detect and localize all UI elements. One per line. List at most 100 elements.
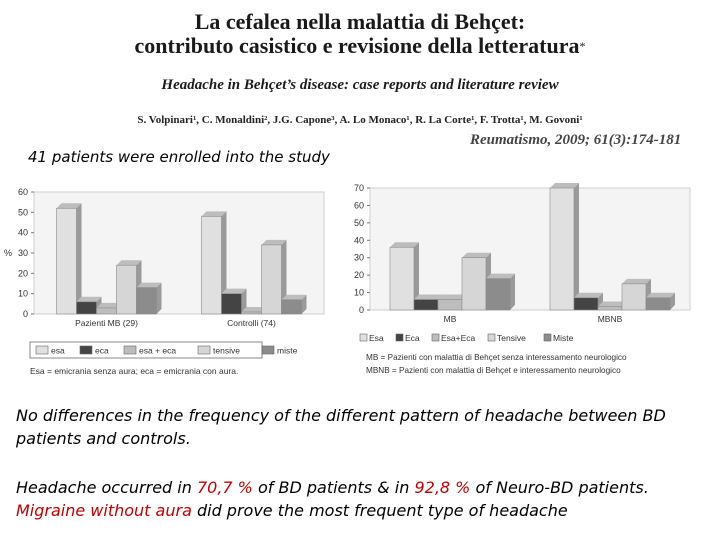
enrolled-patients-text: 41 patients were enrolled into the study	[28, 148, 330, 166]
chart-right-bar-side	[670, 292, 675, 310]
chart-right-bar-top	[486, 273, 515, 279]
chart-left-bar-side	[156, 282, 162, 314]
chart-right-bar-top	[438, 294, 467, 300]
chart-right-legend-label: Esa+Eca	[441, 333, 476, 343]
chart-left-ytick-label: 60	[18, 187, 28, 197]
chart-right-bar-top	[462, 252, 491, 258]
chart-right-bar-side	[414, 242, 419, 310]
chart-right-bar-top	[646, 292, 675, 298]
chart-left-bar-top	[201, 211, 227, 217]
chart-left-ylabel: %	[4, 248, 12, 258]
journal-citation: Reumatismo, 2009; 61(3):174-181	[470, 132, 682, 148]
chart-left-bar-esa-eca	[241, 311, 262, 315]
title-line-1: La cefalea nella malattia di Behçet:	[194, 9, 526, 34]
title-line-2-text: contributo casistico e revisione della l…	[134, 33, 580, 58]
chart-left-legend-label: esa + eca	[139, 346, 176, 356]
chart-right-bar-tensive	[461, 257, 487, 311]
chart-right-legend-swatch	[431, 333, 440, 342]
finding-pct-bd: 70,7 %	[196, 478, 253, 497]
chart-right-bar-esa	[389, 246, 415, 311]
chart-right-legend-swatch	[359, 333, 368, 342]
chart-right-bar-top	[574, 292, 603, 298]
chart-left-bar-esa-eca	[96, 307, 117, 315]
chart-left-bar-eca	[76, 301, 97, 315]
chart-right-bar-top	[550, 183, 579, 188]
finding-text-c: of Neuro-BD patients.	[470, 478, 649, 497]
chart-left-legend-label: eca	[95, 346, 109, 356]
chart-right-note-line1: MB = Pazienti con malattia di Behçet sen…	[366, 353, 627, 362]
chart-right-bar-esa	[549, 187, 575, 311]
chart-left-bar-top	[96, 302, 122, 308]
chart-left-bar-top	[241, 306, 267, 312]
chart-left-category-label: Pazienti MB (29)	[75, 318, 138, 328]
chart-left-bar-top	[136, 282, 162, 288]
chart-left-legend-label: tensive	[213, 346, 240, 356]
chart-left-bar-side	[301, 294, 307, 314]
chart-right-ytick-label: 40	[354, 235, 364, 245]
chart-left-ytick-label: 20	[18, 268, 28, 278]
finding-headache-occurrence: Headache occurred in 70,7 % of BD patien…	[16, 476, 716, 522]
chart-right-ytick-label: 20	[354, 270, 364, 280]
chart-left-legend-swatch	[123, 345, 137, 355]
chart-left-bar-tensive	[116, 264, 137, 315]
chart-right: 0 10 20 30 40 50 60 70 MB MBNB Esa Eca Esa+Eca Tensiv…	[354, 183, 691, 375]
chart-left-bar-esa	[201, 216, 222, 315]
chart-right-bar-eca	[573, 297, 599, 311]
chart-left-ytick-label: 0	[23, 309, 28, 319]
chart-left-bar-eca	[221, 293, 242, 315]
chart-left-bar-tensive	[261, 244, 282, 315]
chart-left-bar-side	[241, 288, 247, 314]
chart-left-bar-top	[56, 203, 82, 209]
article-subtitle: Headache in Behçet’s disease: case repor…	[161, 77, 559, 93]
chart-left-legend-swatch	[261, 345, 275, 355]
chart-right-category-label: MB	[444, 314, 457, 324]
chart-right-legend-label: Miste	[553, 333, 574, 343]
chart-right-ytick-label: 0	[359, 305, 364, 315]
chart-left-legend-swatch	[197, 345, 211, 355]
finding-text-a: Headache occurred in	[16, 478, 197, 497]
chart-left-bar-side	[221, 211, 227, 314]
chart-left-bar-top	[76, 296, 102, 302]
chart-left-bar-top	[116, 260, 142, 266]
chart-left-category-label: Controlli (74)	[227, 318, 276, 328]
chart-left-ytick-label: 30	[18, 248, 28, 258]
chart-right-legend-label: Tensive	[497, 333, 526, 343]
chart-left-bar-side	[281, 239, 287, 314]
chart-left-legend-swatch	[79, 345, 93, 355]
chart-right-ytick-label: 30	[354, 253, 364, 263]
chart-right-bar-top	[598, 301, 627, 307]
chart-left-ytick-label: 40	[18, 228, 28, 238]
chart-left-bar-esa	[56, 207, 77, 315]
chart-right-legend-swatch	[395, 333, 404, 342]
chart-right-bar-top	[390, 242, 419, 248]
chart-left-bar-miste	[136, 287, 157, 315]
article-title: La cefalea nella malattia di Behçet: con…	[0, 10, 720, 58]
chart-right-legend-label: Esa	[369, 333, 384, 343]
finding-migraine-highlight: Migraine without aura	[16, 501, 192, 520]
chart-left-ytick-label: 10	[18, 289, 28, 299]
chart-right-ytick-label: 70	[354, 183, 364, 193]
chart-right-bar-esa-eca	[597, 306, 623, 311]
chart-right-bar-side	[574, 183, 579, 310]
chart-right-legend-label: Eca	[405, 333, 420, 343]
chart-right-ytick-label: 60	[354, 200, 364, 210]
chart-left-legend-swatch	[35, 345, 49, 355]
title-footnote-mark: *	[579, 39, 586, 53]
chart-left-ytick-label: 50	[18, 207, 28, 217]
chart-right-bar-miste	[485, 278, 511, 311]
chart-right-bar-esa-eca	[437, 299, 463, 311]
chart-left-bar-top	[261, 239, 287, 245]
chart-right-category-label: MBNB	[598, 314, 623, 324]
chart-right-legend-swatch	[487, 333, 496, 342]
chart-right-bar-top	[622, 278, 651, 284]
chart-left-bar-top	[221, 288, 247, 294]
finding-text-b: of BD patients & in	[252, 478, 415, 497]
finding-text-d: did prove the most frequent type of head…	[191, 501, 568, 520]
chart-right-note-line2: MBNB = Pazienti con malattia di Behçet e…	[366, 366, 621, 375]
chart-right-ytick-label: 10	[354, 288, 364, 298]
chart-right-bar-tensive	[621, 283, 647, 311]
chart-left-bar-side	[76, 203, 82, 314]
chart-right-ytick-label: 50	[354, 218, 364, 228]
chart-right-bar-top	[414, 294, 443, 300]
chart-left-legend-label: miste	[277, 346, 298, 356]
